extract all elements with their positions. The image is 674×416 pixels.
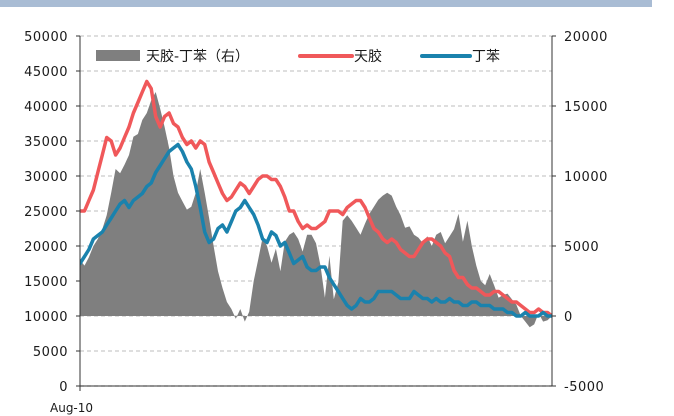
series-line-dingben xyxy=(80,142,552,318)
right-tick-label: 15000 xyxy=(564,100,608,115)
x-tick-label-start: Aug-10 xyxy=(50,401,93,415)
left-tick-label: 20000 xyxy=(24,240,68,255)
right-tick-label: 20000 xyxy=(564,30,608,45)
left-axis-ticks: 5000045000400003500030000250002000015000… xyxy=(24,30,80,395)
right-tick-label: 10000 xyxy=(564,170,608,185)
top-accent-bar xyxy=(0,0,652,7)
left-tick-label: 0 xyxy=(59,380,68,395)
left-tick-label: 40000 xyxy=(24,100,68,115)
right-tick-label: -5000 xyxy=(564,380,604,395)
left-tick-label: 15000 xyxy=(24,275,68,290)
legend-label-spread: 天胶-丁苯（右） xyxy=(146,48,249,65)
spread-area-layer xyxy=(80,92,552,328)
legend: 天胶-丁苯（右） 天胶 丁苯 xyxy=(96,48,500,65)
left-tick-label: 10000 xyxy=(24,310,68,325)
right-tick-label: 5000 xyxy=(564,240,599,255)
legend-label-tianjiao: 天胶 xyxy=(354,48,382,65)
left-tick-label: 50000 xyxy=(24,30,68,45)
series-line-tianjiao xyxy=(80,79,552,318)
right-axis-ticks: 20000 15000 10000 5000 0 -5000 xyxy=(552,30,608,395)
left-tick-label: 45000 xyxy=(24,65,68,80)
legend-label-dingben: 丁苯 xyxy=(472,48,500,65)
price-lines-layer xyxy=(80,79,552,318)
left-tick-label: 30000 xyxy=(24,170,68,185)
series-area-spread xyxy=(80,92,552,328)
right-tick-label: 0 xyxy=(564,310,573,325)
legend-swatch-spread xyxy=(96,50,140,61)
left-tick-label: 25000 xyxy=(24,205,68,220)
left-tick-label: 35000 xyxy=(24,135,68,150)
left-tick-label: 5000 xyxy=(33,345,68,360)
